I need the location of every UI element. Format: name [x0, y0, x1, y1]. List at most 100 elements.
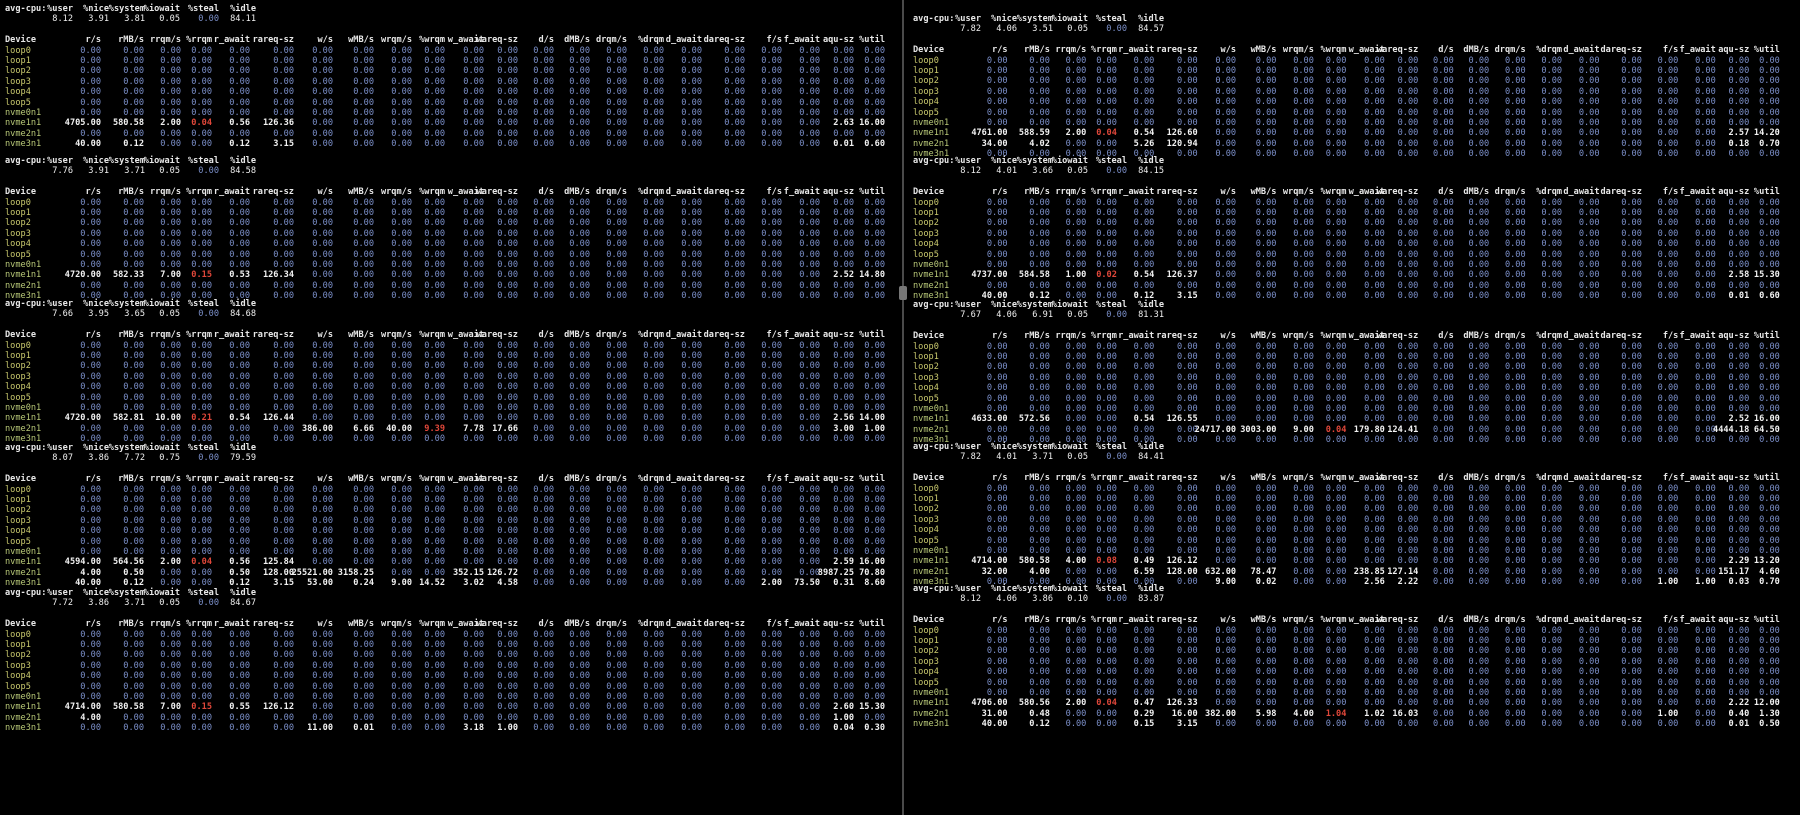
stat-value: 0.00: [1468, 566, 1490, 577]
stat-value: 0.00: [1695, 341, 1716, 352]
stat-value: 0.00: [986, 197, 1008, 208]
stat-value: 0.00: [1759, 239, 1780, 250]
stat-value: 126.12: [262, 702, 294, 713]
cpu-value: 8.12: [52, 14, 73, 25]
stat-value: 0.00: [1293, 677, 1314, 688]
stat-value: 0.00: [1065, 493, 1087, 504]
stat-value: 0.00: [533, 197, 554, 208]
stat-value: 9.39: [424, 423, 445, 434]
stat-value: 0.00: [761, 107, 782, 118]
stat-value: 0.00: [312, 712, 333, 723]
stat-column-header: w/s: [1220, 615, 1237, 626]
stat-column-header: drqm/s: [1494, 331, 1526, 342]
stat-value: 0.00: [1255, 677, 1277, 688]
stat-value: 0.00: [799, 207, 820, 218]
stat-value: 0.00: [424, 413, 445, 424]
stat-value: 0.00: [391, 505, 412, 516]
stat-column-header: %wrqm: [419, 474, 445, 485]
stat-column-header: aqu-sz: [1718, 473, 1750, 484]
stat-value: 0.00: [424, 139, 445, 150]
stat-value: 0.00: [273, 239, 294, 250]
terminal-pane-right[interactable]: avg-cpu: %user %nice %system %iowait %steal %i…: [908, 0, 1800, 815]
device-name: loop3: [5, 371, 31, 382]
stat-value: 0.00: [1541, 635, 1563, 646]
stat-value: 0.00: [1096, 249, 1117, 260]
stat-value: 0.00: [1133, 351, 1155, 362]
stat-value: 0.00: [80, 505, 101, 516]
stat-value: 0.00: [1695, 435, 1716, 446]
stat-column-header: d/s: [538, 187, 554, 198]
stat-value: 0.00: [643, 97, 664, 108]
stat-value: 0.00: [1657, 414, 1679, 425]
terminal-pane-left[interactable]: avg-cpu: %user %nice %system %iowait %steal %i…: [0, 0, 900, 815]
stat-value: 0.00: [1215, 656, 1237, 667]
stat-value: 0.00: [681, 650, 702, 661]
stat-value: 0.00: [799, 55, 820, 66]
stat-value: 0.00: [761, 55, 782, 66]
stat-value: 0.00: [1293, 483, 1314, 494]
stat-value: 0.00: [1255, 414, 1277, 425]
stat-value: 0.00: [1541, 239, 1563, 250]
stat-value: 126.37: [1166, 270, 1198, 281]
stat-value: 0.00: [986, 117, 1008, 128]
device-name: loop3: [913, 228, 939, 239]
stat-value: 0.00: [1695, 76, 1716, 87]
device-name: nvme2n1: [5, 712, 42, 723]
stat-value: 1.30: [1759, 708, 1780, 719]
stat-value: 0.00: [681, 207, 702, 218]
stat-value: 0.00: [1293, 218, 1314, 229]
stat-column-header: rrqm/s: [1055, 615, 1087, 626]
cpu-column-header: %steal: [1095, 156, 1127, 166]
stat-value: 0.00: [681, 515, 702, 526]
stat-value: 0.00: [833, 107, 854, 118]
stat-value: 0.00: [1096, 383, 1117, 394]
stat-value: 0.00: [643, 402, 664, 413]
stat-value: 0.00: [123, 505, 144, 516]
stat-value: 0.00: [569, 423, 590, 434]
stat-value: 0.00: [1293, 239, 1314, 250]
stat-value: 0.00: [1255, 372, 1277, 383]
stat-value: 0.00: [229, 66, 250, 77]
stat-value: 0.00: [799, 128, 820, 139]
device-name: loop3: [5, 660, 31, 671]
stat-value: 0.00: [1397, 341, 1419, 352]
stat-value: 0.00: [463, 515, 484, 526]
stat-value: 0.00: [463, 228, 484, 239]
stat-value: 0.00: [1433, 270, 1454, 281]
device-name: loop2: [913, 218, 939, 229]
stat-value: 0.00: [1468, 414, 1490, 425]
stat-value: 2.22: [1728, 698, 1750, 709]
stat-value: 0.00: [986, 504, 1008, 515]
stat-value: 0.00: [1325, 249, 1347, 260]
device-name: nvme0n1: [913, 259, 950, 270]
stat-value: 0.00: [1657, 525, 1679, 536]
stat-column-header: wMB/s: [1250, 473, 1277, 484]
device-name: loop1: [5, 494, 31, 505]
stat-value: 0.00: [353, 557, 374, 568]
stat-value: 0.00: [533, 526, 554, 537]
cpu-value: 0.00: [1106, 594, 1127, 605]
stat-value: 0.00: [569, 207, 590, 218]
stat-column-header: d/s: [1438, 45, 1454, 56]
stat-value: 0.00: [1325, 483, 1347, 494]
pane-divider[interactable]: [902, 0, 904, 815]
stat-value: 0.00: [1433, 372, 1454, 383]
device-name: nvme3n1: [5, 723, 42, 734]
stat-value: 0.00: [497, 350, 518, 361]
stat-column-header: wareq-sz: [476, 187, 518, 198]
pane-resize-handle[interactable]: [899, 286, 907, 300]
stat-value: 0.00: [463, 139, 484, 150]
cpu-column-header: %iowait: [143, 299, 180, 309]
cpu-value: 7.72: [124, 453, 145, 464]
stat-value: 0.00: [463, 639, 484, 650]
stat-value: 0.00: [1504, 646, 1526, 657]
stat-value: 0.00: [724, 515, 745, 526]
stat-value: 0.00: [353, 340, 374, 351]
stat-value: 0.00: [160, 280, 181, 291]
stat-value: 0.00: [799, 413, 820, 424]
stat-value: 0.00: [424, 207, 445, 218]
device-name: loop2: [913, 76, 939, 87]
stat-value: 0.00: [1578, 341, 1600, 352]
stat-value: 0.00: [1065, 514, 1087, 525]
cpu-value: 0.05: [159, 166, 180, 177]
